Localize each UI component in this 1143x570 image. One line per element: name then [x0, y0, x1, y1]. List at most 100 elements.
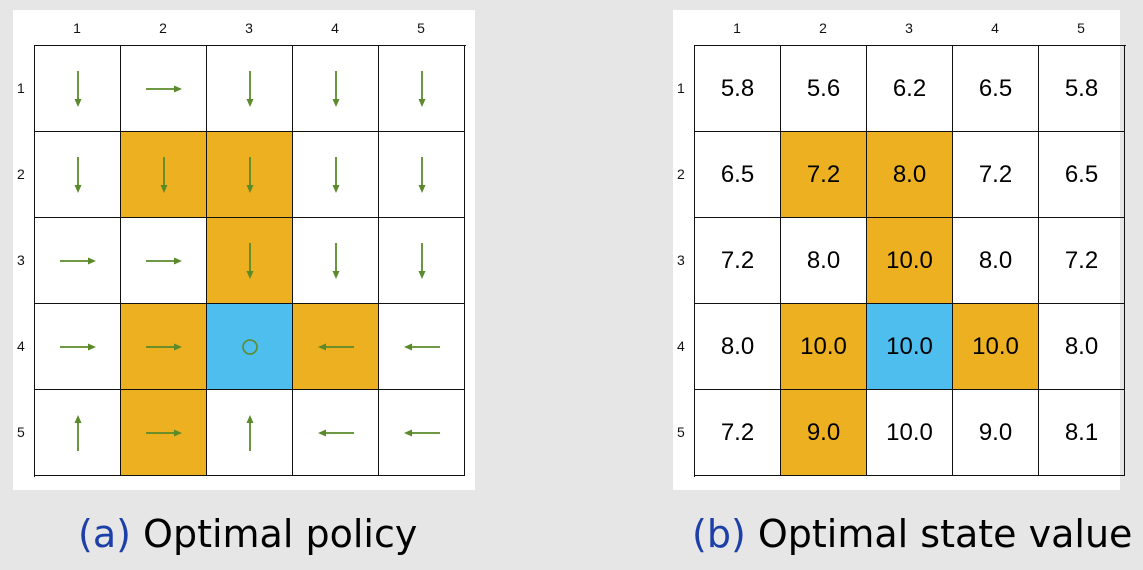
state-value: 7.2: [720, 246, 755, 274]
value-col-label: 5: [1077, 20, 1085, 36]
caption-policy-letter: (a): [78, 512, 131, 556]
policy-row: [35, 218, 466, 304]
value-grid: 5.8 5.6 6.2 6.5 5.8 6.5 7.2 8.0 7.2 6.5 7.2 8.0 10.0…: [694, 45, 1126, 477]
value-col-label: 1: [733, 20, 741, 36]
caption-value: (b) Optimal state value: [692, 512, 1132, 556]
state-value: 9.0: [978, 418, 1013, 446]
value-cell-normal: 5.8: [695, 46, 781, 132]
value-cell-normal: 8.0: [781, 218, 867, 304]
value-cell-normal: 8.0: [1039, 304, 1125, 390]
value-row: 7.2 8.0 10.0 8.0 7.2: [695, 218, 1126, 304]
policy-cell-normal: [379, 218, 465, 304]
arrow-down-icon: [332, 70, 339, 107]
state-value: 10.0: [886, 332, 933, 360]
state-value: 5.8: [1064, 74, 1099, 102]
state-value: 10.0: [800, 332, 847, 360]
value-cell-normal: 7.2: [1039, 218, 1125, 304]
policy-cell-normal: [35, 304, 121, 390]
policy-cell-normal: [379, 46, 465, 132]
arrow-left-icon: [403, 429, 440, 436]
value-col-label: 3: [905, 20, 913, 36]
state-value: 6.5: [720, 160, 755, 188]
arrow-down-icon: [418, 70, 425, 107]
policy-cell-forbidden: [207, 218, 293, 304]
state-value: 6.5: [1064, 160, 1099, 188]
value-cell-normal: 5.6: [781, 46, 867, 132]
policy-cell-normal: [293, 46, 379, 132]
arrow-down-icon: [332, 242, 339, 279]
policy-row-label: 4: [17, 338, 25, 354]
value-cell-normal: 7.2: [953, 132, 1039, 218]
policy-row-label: 1: [17, 80, 25, 96]
state-value: 7.2: [1064, 246, 1099, 274]
policy-cell-normal: [121, 218, 207, 304]
arrow-down-icon: [74, 70, 81, 107]
arrow-down-icon: [160, 156, 167, 193]
policy-cell-forbidden: [121, 304, 207, 390]
arrow-right-icon: [145, 429, 182, 436]
policy-col-label: 4: [331, 20, 339, 36]
value-row-label: 3: [677, 252, 685, 268]
arrow-down-icon: [74, 156, 81, 193]
policy-cell-normal: [35, 132, 121, 218]
policy-row-label: 2: [17, 166, 25, 182]
value-cell-normal: 7.2: [695, 390, 781, 476]
caption-policy: (a) Optimal policy: [78, 512, 417, 556]
caption-policy-text: Optimal policy: [143, 512, 418, 556]
state-value: 7.2: [720, 418, 755, 446]
arrow-down-icon: [246, 242, 253, 279]
policy-panel: 1 2 3 4 5 1 2 3 4 5: [13, 10, 475, 490]
arrow-left-icon: [317, 429, 354, 436]
arrow-down-icon: [246, 156, 253, 193]
policy-cell-normal: [121, 46, 207, 132]
state-value: 6.5: [978, 74, 1013, 102]
policy-cell-normal: [379, 132, 465, 218]
arrow-down-icon: [418, 156, 425, 193]
policy-cell-normal: [293, 218, 379, 304]
value-cell-forbidden: 10.0: [867, 218, 953, 304]
state-value: 6.2: [892, 74, 927, 102]
state-value: 7.2: [806, 160, 841, 188]
stay-circle-icon: [241, 338, 258, 355]
value-row-label: 1: [677, 80, 685, 96]
policy-grid: [34, 45, 466, 477]
value-cell-normal: 6.2: [867, 46, 953, 132]
value-cell-normal: 10.0: [867, 390, 953, 476]
value-row: 5.8 5.6 6.2 6.5 5.8: [695, 46, 1126, 132]
arrow-down-icon: [418, 242, 425, 279]
policy-cell-forbidden: [121, 390, 207, 476]
state-value: 8.1: [1064, 418, 1099, 446]
policy-col-label: 5: [417, 20, 425, 36]
policy-cell-normal: [379, 304, 465, 390]
arrow-left-icon: [317, 343, 354, 350]
policy-cell-normal: [293, 390, 379, 476]
arrow-down-icon: [246, 70, 253, 107]
policy-cell-forbidden: [293, 304, 379, 390]
arrow-up-icon: [246, 414, 253, 451]
policy-col-label: 3: [245, 20, 253, 36]
state-value: 8.0: [806, 246, 841, 274]
policy-cell-normal: [35, 46, 121, 132]
arrow-down-icon: [332, 156, 339, 193]
value-cell-forbidden: 10.0: [781, 304, 867, 390]
state-value: 8.0: [892, 160, 927, 188]
policy-row: [35, 132, 466, 218]
arrow-right-icon: [145, 85, 182, 92]
state-value: 8.0: [720, 332, 755, 360]
caption-value-letter: (b): [692, 512, 746, 556]
policy-row: [35, 46, 466, 132]
value-col-label: 2: [819, 20, 827, 36]
caption-value-text: Optimal state value: [757, 512, 1133, 556]
value-row-label: 4: [677, 338, 685, 354]
arrow-right-icon: [59, 343, 96, 350]
policy-col-label: 1: [73, 20, 81, 36]
state-value: 8.0: [1064, 332, 1099, 360]
state-value: 10.0: [972, 332, 1019, 360]
value-cell-normal: 8.0: [695, 304, 781, 390]
arrow-right-icon: [59, 257, 96, 264]
policy-cell-forbidden: [207, 132, 293, 218]
state-value: 9.0: [806, 418, 841, 446]
arrow-right-icon: [145, 257, 182, 264]
state-value: 5.6: [806, 74, 841, 102]
